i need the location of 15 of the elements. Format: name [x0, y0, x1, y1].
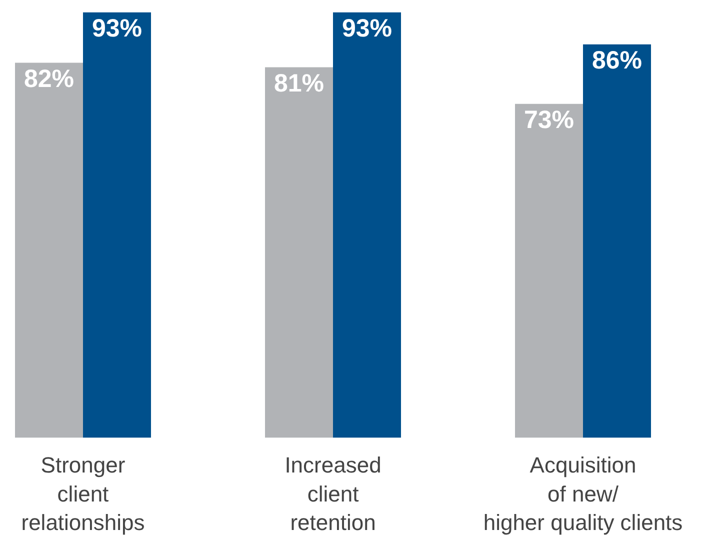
bar [583, 44, 651, 438]
x-tick-label: Stronger client relationships [21, 452, 145, 535]
bar [333, 12, 401, 438]
data-label: 81% [274, 69, 324, 98]
bar [83, 12, 151, 438]
data-label: 93% [92, 14, 142, 43]
x-tick-label: Increased client retention [284, 452, 382, 535]
data-label: 82% [24, 64, 74, 93]
x-tick-label: Acquisition of new/ higher quality clients [483, 452, 683, 535]
data-label: 86% [592, 46, 642, 75]
data-label: 73% [524, 106, 574, 134]
bar [515, 104, 583, 438]
bar [15, 62, 83, 438]
data-label: 93% [342, 14, 392, 43]
bar [265, 67, 333, 438]
